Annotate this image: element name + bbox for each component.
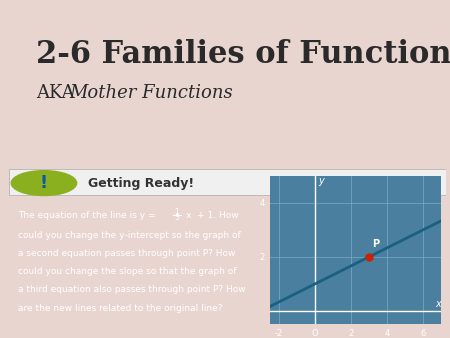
Text: Getting Ready!: Getting Ready! (88, 176, 194, 190)
Text: x  + 1. How: x + 1. How (186, 211, 238, 220)
Text: 2-6 Families of Functions: 2-6 Families of Functions (36, 39, 450, 70)
Text: are the new lines related to the original line?: are the new lines related to the origina… (18, 304, 222, 313)
Text: AKA: AKA (36, 84, 81, 102)
Text: !: ! (40, 174, 48, 192)
Text: ◄ ►  ×  ↺: ◄ ► × ↺ (367, 178, 414, 188)
Text: could you change the y‐intercept so the graph of: could you change the y‐intercept so the … (18, 231, 240, 240)
FancyBboxPatch shape (9, 169, 446, 195)
Text: P: P (373, 239, 380, 249)
Text: could you change the slope so that the graph of: could you change the slope so that the g… (18, 267, 236, 276)
Circle shape (11, 171, 77, 195)
Text: Mother Functions: Mother Functions (70, 84, 234, 102)
Text: 3: 3 (175, 213, 180, 222)
Text: 1: 1 (175, 209, 180, 217)
Text: y: y (319, 176, 324, 186)
Text: x: x (436, 299, 441, 309)
Text: The equation of the line is y =: The equation of the line is y = (18, 211, 158, 220)
Text: a third equation also passes through point P? How: a third equation also passes through poi… (18, 285, 245, 294)
Text: a second equation passes through point P? How: a second equation passes through point P… (18, 249, 235, 258)
